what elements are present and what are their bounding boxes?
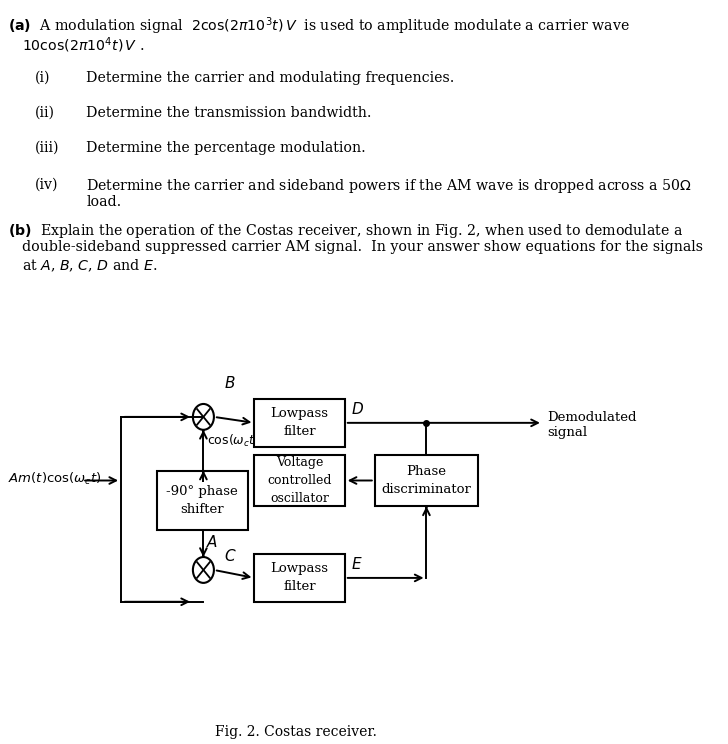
Bar (254, 399, 345, 446)
Text: Phase
discriminator: Phase discriminator (381, 465, 471, 496)
Text: Fig. 2. Costas receiver.: Fig. 2. Costas receiver. (215, 725, 376, 739)
Bar (254, 554, 345, 602)
Text: -90° phase
shifter: -90° phase shifter (166, 485, 238, 516)
Text: $B$: $B$ (224, 375, 236, 391)
Text: Demodulated
signal: Demodulated signal (547, 411, 636, 439)
Text: at $A$, $B$, $C$, $D$ and $E$.: at $A$, $B$, $C$, $D$ and $E$. (23, 258, 158, 275)
Text: (iii): (iii) (36, 141, 60, 155)
Bar (254, 455, 345, 507)
Text: (iv): (iv) (36, 177, 59, 191)
Text: Voltage
controlled
oscillator: Voltage controlled oscillator (267, 456, 332, 505)
Text: $Am(t)\cos(\omega_c t)$: $Am(t)\cos(\omega_c t)$ (8, 470, 101, 487)
Text: $D$: $D$ (352, 401, 364, 417)
Text: Lowpass
filter: Lowpass filter (271, 562, 328, 594)
Text: Lowpass
filter: Lowpass filter (271, 408, 328, 438)
Bar (375, 455, 478, 507)
Text: double-sideband suppressed carrier AM signal.  In your answer show equations for: double-sideband suppressed carrier AM si… (23, 240, 703, 254)
Text: load.: load. (86, 195, 122, 209)
Text: $C$: $C$ (223, 548, 237, 564)
Text: $A$: $A$ (206, 534, 218, 550)
Text: $\cos(\omega_c t{+}\theta)$: $\cos(\omega_c t{+}\theta)$ (207, 432, 277, 449)
Text: Determine the carrier and sideband powers if the AM wave is dropped across a 50$: Determine the carrier and sideband power… (86, 177, 692, 196)
Text: Determine the transmission bandwidth.: Determine the transmission bandwidth. (86, 106, 372, 120)
Text: $10\cos(2\pi 10^4 t)\,V$ .: $10\cos(2\pi 10^4 t)\,V$ . (23, 35, 145, 55)
Bar (157, 470, 248, 530)
Text: $E$: $E$ (352, 556, 363, 572)
Text: Determine the percentage modulation.: Determine the percentage modulation. (86, 141, 366, 155)
Text: Determine the carrier and modulating frequencies.: Determine the carrier and modulating fre… (86, 71, 454, 85)
Text: $\mathbf{(a)}$  A modulation signal  $2\cos(2\pi 10^3 t)\,V$  is used to amplitu: $\mathbf{(a)}$ A modulation signal $2\co… (8, 16, 630, 37)
Text: $\mathbf{(b)}$  Explain the operation of the Costas receiver, shown in Fig. 2, w: $\mathbf{(b)}$ Explain the operation of … (8, 222, 684, 240)
Text: (ii): (ii) (36, 106, 55, 120)
Text: (i): (i) (36, 71, 51, 85)
